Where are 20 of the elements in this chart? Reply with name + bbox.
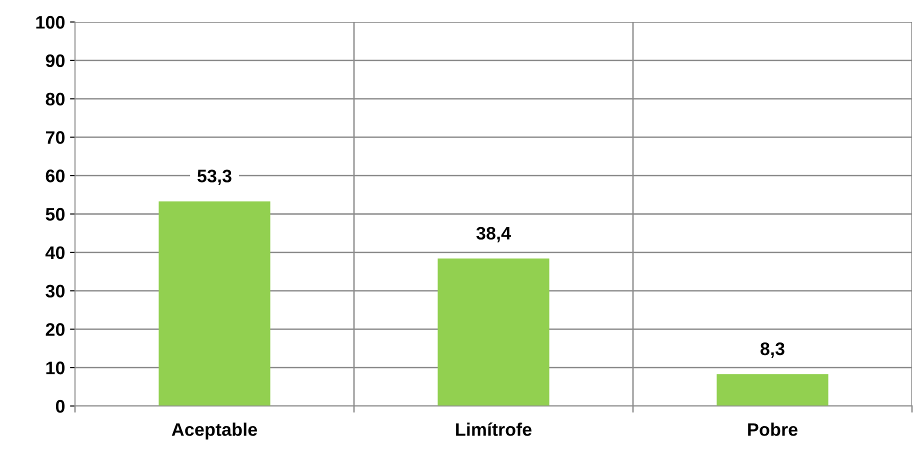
bar [158, 201, 270, 406]
y-tick-label: 90 [46, 54, 65, 68]
y-tick-label: 30 [46, 284, 65, 298]
x-tick-label: Limítrofe [456, 422, 532, 436]
data-label: 53,3 [197, 170, 232, 186]
y-tick-label: 10 [46, 362, 65, 374]
y-tick-label: 0 [56, 400, 65, 413]
x-tick-label: Pobre [748, 422, 798, 436]
x-tick-label: Aceptable [172, 422, 258, 440]
y-tick-label: 70 [46, 131, 65, 144]
y-tick-label: 80 [46, 92, 65, 106]
y-tick-label: 60 [46, 170, 65, 182]
bar [716, 374, 828, 406]
y-tick-label: 50 [46, 208, 65, 221]
data-label: 8,3 [760, 342, 784, 358]
y-tick-label: 20 [46, 323, 65, 336]
y-tick-label: 100 [36, 16, 65, 29]
data-label: 38,4 [476, 226, 511, 242]
bar [438, 258, 550, 406]
y-tick-label: 40 [45, 246, 65, 260]
